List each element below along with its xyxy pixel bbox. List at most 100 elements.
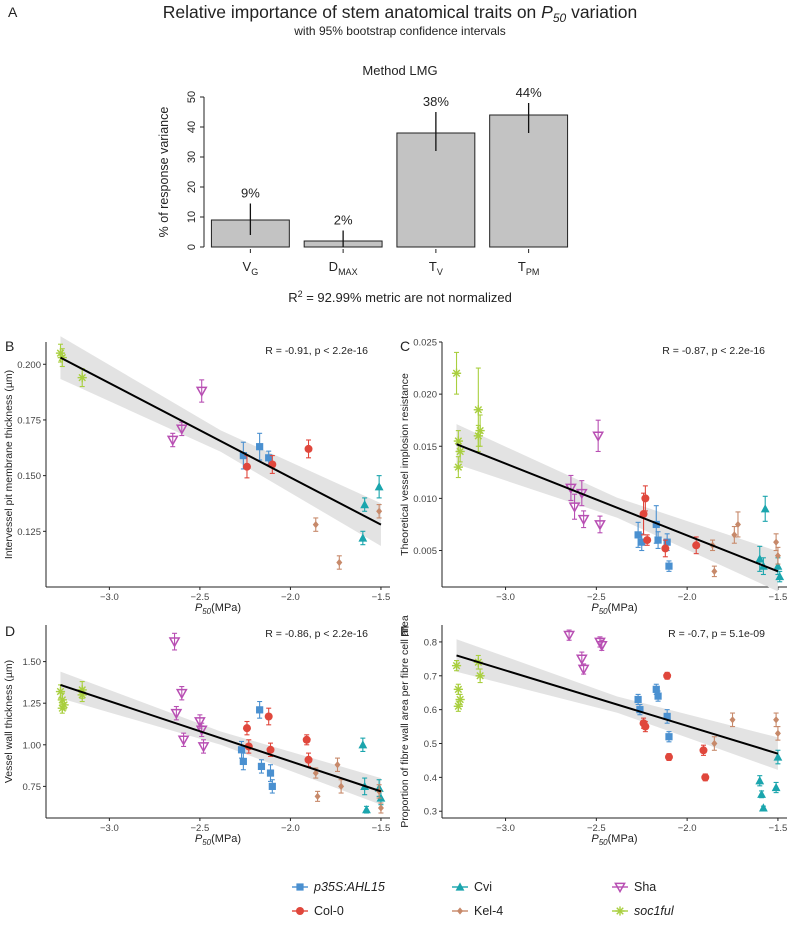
category-sub: G: [251, 267, 258, 277]
series-soc1ful: [55, 681, 87, 714]
series-Cvi: [755, 749, 783, 812]
point-soc1ful: [57, 703, 67, 713]
point-Cvi: [775, 571, 785, 581]
x-tick-label: −1.5: [372, 592, 391, 603]
point-Col-0: [639, 510, 648, 519]
point-Col-0: [302, 735, 311, 744]
category-label-0: VG: [243, 259, 259, 277]
y-axis-label: Proportion of fibre wall area per fibre …: [399, 615, 411, 828]
series-soc1ful: [451, 654, 485, 712]
point-p35S:AHL15: [634, 531, 642, 539]
point-Cvi: [773, 561, 783, 570]
point-Cvi: [358, 740, 368, 749]
y-tick-label: 0.8: [424, 637, 437, 648]
series-Sha: [563, 629, 608, 676]
asterisk-stroke: [454, 463, 463, 471]
point-Cvi: [757, 789, 766, 798]
point-Sha: [577, 664, 590, 676]
point-Kel-4: [312, 769, 319, 777]
point-Cvi: [374, 482, 384, 491]
point-soc1ful: [77, 373, 87, 383]
category-label-2: TV: [429, 259, 443, 277]
y-axis-label: % of response variance: [157, 107, 171, 238]
legend-item-Sha: Sha: [612, 880, 656, 894]
panel-c: C 0.005 0.010 0.015 0.020 0.025 −3.0 −2.5 −2.0 −1…: [399, 338, 787, 617]
point-p35S:AHL15: [652, 685, 660, 693]
point-p35S:AHL15: [636, 706, 644, 714]
point-Col-0: [664, 753, 673, 762]
y-tick-label: 0.125: [17, 527, 41, 538]
y-tick-label: 30: [186, 151, 198, 163]
point-Kel-4: [774, 729, 781, 737]
point-p35S:AHL15: [663, 712, 671, 721]
bar-2: [396, 132, 476, 248]
point-Col-0: [701, 773, 710, 782]
xlabel-unit: (MPa): [608, 833, 638, 845]
point-p35S:AHL15: [665, 733, 673, 741]
xlabel-p: P: [195, 833, 203, 845]
asterisk-stroke: [476, 672, 484, 680]
point-Col-0: [641, 722, 650, 731]
point-Sha: [194, 717, 206, 728]
point-Kel-4: [334, 761, 341, 769]
x-tick-label: −1.5: [769, 592, 788, 603]
point-p35S:AHL15: [654, 692, 662, 700]
legend-item-p35S:AHL15: p35S:AHL15: [292, 880, 385, 894]
category-base: V: [243, 259, 252, 274]
point-soc1ful: [473, 405, 483, 415]
bar-3: [489, 114, 569, 248]
legend-marker: [296, 883, 304, 891]
y-tick-label: 1.50: [23, 657, 42, 668]
point-soc1ful: [451, 368, 462, 378]
y-axis-label: Intervessel pit membrane thickness (µm): [3, 370, 15, 559]
x-axis-label: P50(MPa): [591, 833, 637, 847]
point-Sha: [575, 654, 588, 665]
y-tick-label: 0.010: [413, 494, 437, 505]
point-Col-0: [264, 712, 273, 721]
legend-label: Kel-4: [474, 904, 503, 918]
panel-a: A Relative importance of stem anatomical …: [8, 2, 637, 305]
point-Cvi: [755, 554, 765, 563]
y-tick-label: 0.3: [424, 807, 437, 818]
point-p35S:AHL15: [665, 562, 673, 570]
point-p35S:AHL15: [654, 536, 662, 544]
point-Col-0: [304, 444, 313, 453]
y-tick-label: 20: [186, 181, 198, 193]
legend-item-Col-0: Col-0: [292, 904, 344, 918]
point-p35S:AHL15: [634, 695, 642, 704]
category-base: T: [518, 259, 526, 274]
point-Kel-4: [773, 538, 780, 546]
point-Col-0: [641, 494, 650, 503]
xlabel-unit: (MPa): [211, 833, 241, 845]
point-Cvi: [362, 805, 371, 814]
point-soc1ful: [55, 686, 66, 697]
x-tick-label: −2.0: [678, 592, 697, 603]
legend-marker: [457, 907, 463, 915]
point-Cvi: [755, 776, 765, 785]
point-Col-0: [643, 536, 652, 545]
point-Sha: [195, 386, 208, 398]
title-end: variation: [566, 2, 637, 22]
xlabel-p: P: [591, 602, 599, 614]
point-soc1ful: [473, 431, 483, 441]
point-Kel-4: [711, 567, 718, 575]
title-p: P: [541, 2, 553, 22]
series-p35S:AHL15: [237, 700, 276, 794]
point-Kel-4: [312, 521, 319, 529]
series-Kel-4: [312, 504, 383, 570]
series-Sha: [166, 379, 208, 448]
point-p35S:AHL15: [239, 757, 247, 766]
point-p35S:AHL15: [239, 451, 247, 460]
point-Sha: [568, 502, 581, 513]
x-tick-label: −2.0: [281, 592, 300, 603]
panel-letter-c: C: [400, 338, 410, 354]
method-label: Method LMG: [362, 63, 437, 78]
y-tick-label: 0.005: [413, 546, 437, 557]
point-soc1ful: [475, 671, 485, 681]
value-label-1: 2%: [334, 213, 353, 228]
point-p35S:AHL15: [268, 782, 276, 790]
xlabel-unit: (MPa): [608, 602, 638, 614]
point-Col-0: [304, 755, 313, 764]
x-axis-label: P50(MPa): [195, 602, 241, 616]
legend-label: p35S:AHL15: [313, 880, 385, 894]
